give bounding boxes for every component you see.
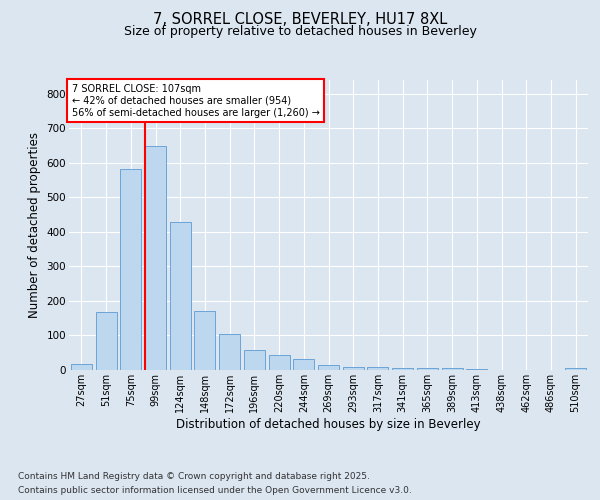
X-axis label: Distribution of detached houses by size in Beverley: Distribution of detached houses by size … — [176, 418, 481, 430]
Bar — [442, 368, 463, 370]
Text: 7 SORREL CLOSE: 107sqm
← 42% of detached houses are smaller (954)
56% of semi-de: 7 SORREL CLOSE: 107sqm ← 42% of detached… — [71, 84, 319, 117]
Bar — [170, 222, 191, 370]
Bar — [318, 365, 339, 370]
Bar — [565, 368, 586, 370]
Bar — [392, 368, 413, 370]
Bar — [269, 355, 290, 370]
Text: Size of property relative to detached houses in Beverley: Size of property relative to detached ho… — [124, 25, 476, 38]
Bar — [343, 366, 364, 370]
Bar — [417, 368, 438, 370]
Text: 7, SORREL CLOSE, BEVERLEY, HU17 8XL: 7, SORREL CLOSE, BEVERLEY, HU17 8XL — [153, 12, 447, 28]
Bar — [120, 168, 141, 370]
Y-axis label: Number of detached properties: Number of detached properties — [28, 132, 41, 318]
Text: Contains HM Land Registry data © Crown copyright and database right 2025.: Contains HM Land Registry data © Crown c… — [18, 472, 370, 481]
Bar — [293, 359, 314, 370]
Bar — [466, 369, 487, 370]
Bar — [219, 334, 240, 370]
Text: Contains public sector information licensed under the Open Government Licence v3: Contains public sector information licen… — [18, 486, 412, 495]
Bar — [71, 364, 92, 370]
Bar — [95, 312, 116, 370]
Bar — [367, 367, 388, 370]
Bar — [145, 146, 166, 370]
Bar — [194, 310, 215, 370]
Bar — [244, 350, 265, 370]
